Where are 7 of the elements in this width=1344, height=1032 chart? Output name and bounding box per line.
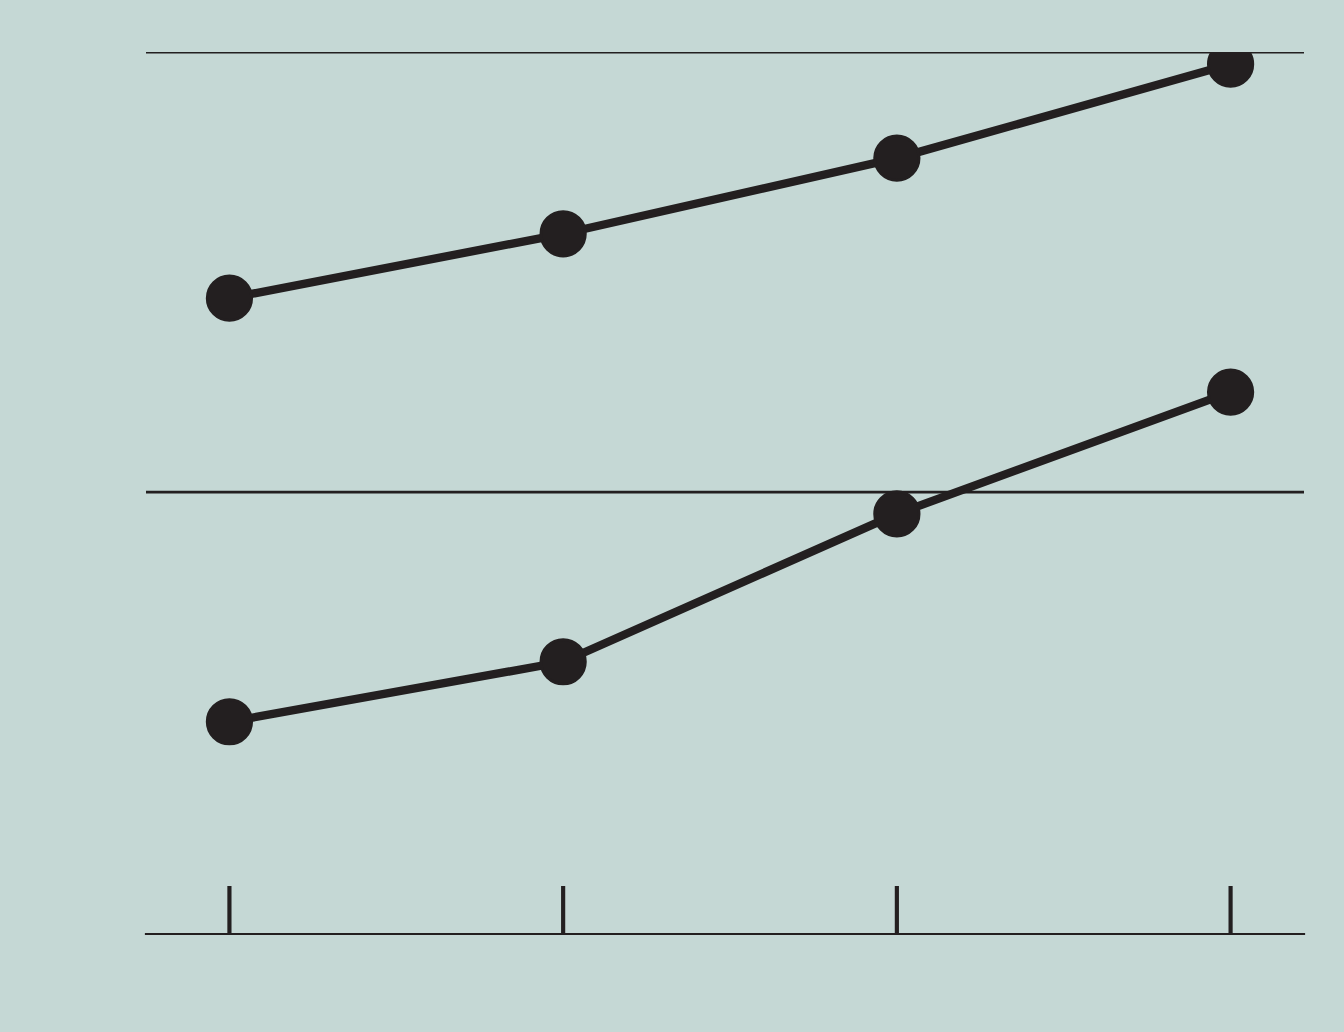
point [873,490,921,538]
point [205,274,254,322]
point [539,638,587,686]
point [873,134,921,182]
point [539,210,587,258]
point [205,698,254,746]
point [1206,368,1255,416]
